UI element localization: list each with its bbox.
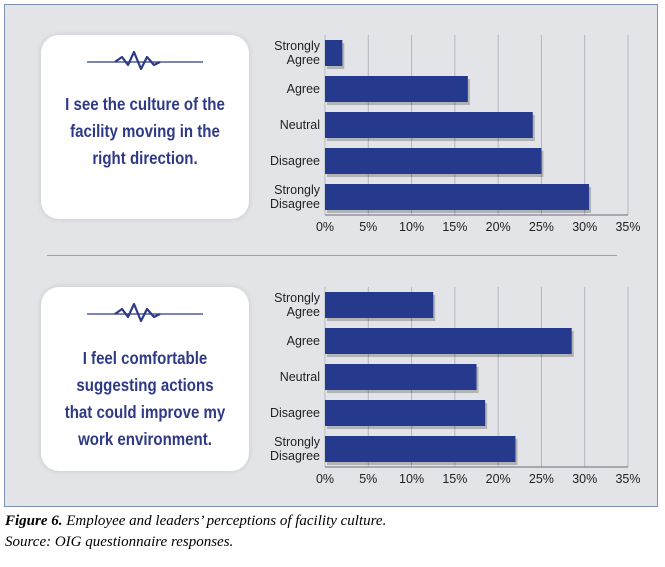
- statement-card-1: I see the culture of the facility moving…: [41, 35, 249, 219]
- bar: [325, 148, 542, 174]
- x-tick-label: 25%: [529, 472, 554, 486]
- bar-chart-2: 0% 5% 10% 15% 20% 25% 30% 35% Strongly Agree Agree…: [270, 287, 641, 486]
- bar: [325, 400, 486, 426]
- category-label: Strongly Disagree: [270, 183, 321, 211]
- bar: [325, 184, 590, 210]
- caption-text: Employee and leaders’ perceptions of fac…: [62, 513, 387, 529]
- x-tick-label: 10%: [399, 472, 424, 486]
- bar: [325, 112, 533, 138]
- section-divider: [47, 255, 617, 256]
- caption-label: Figure 6.: [5, 513, 63, 529]
- bar: [325, 436, 516, 462]
- bar: [325, 40, 343, 66]
- statement-text: I see the culture of the facility moving…: [65, 94, 225, 168]
- x-tick-label: 5%: [359, 220, 377, 234]
- x-tick-label: 0%: [316, 220, 334, 234]
- bar: [325, 328, 572, 354]
- x-tick-label: 0%: [316, 472, 334, 486]
- category-label: Neutral: [280, 118, 320, 132]
- category-label: Agree: [287, 334, 320, 348]
- x-tick-label: 15%: [442, 220, 467, 234]
- x-tick-label: 35%: [615, 472, 640, 486]
- statement-text: I feel comfortable suggesting actions th…: [64, 348, 226, 449]
- heartbeat-line-icon: [87, 302, 203, 323]
- figure-caption: Figure 6. Employee and leaders’ percepti…: [5, 511, 386, 553]
- category-label: Agree: [287, 82, 320, 96]
- caption-line: Figure 6. Employee and leaders’ percepti…: [5, 511, 386, 532]
- bar: [325, 76, 468, 102]
- x-tick-label: 5%: [359, 472, 377, 486]
- x-tick-label: 25%: [529, 220, 554, 234]
- bar: [325, 292, 434, 318]
- x-tick-label: 20%: [486, 220, 511, 234]
- bar: [325, 364, 477, 390]
- x-tick-label: 35%: [615, 220, 640, 234]
- figure-panel: I see the culture of the facility moving…: [4, 4, 658, 507]
- x-tick-label: 20%: [486, 472, 511, 486]
- category-label: Strongly Disagree: [270, 435, 321, 463]
- x-tick-label: 15%: [442, 472, 467, 486]
- category-label: Strongly Agree: [274, 291, 321, 319]
- x-tick-label: 30%: [572, 472, 597, 486]
- category-label: Neutral: [280, 370, 320, 384]
- category-label: Disagree: [270, 154, 320, 168]
- x-tick-label: 30%: [572, 220, 597, 234]
- bar-chart-1: 0% 5% 10% 15% 20% 25% 30% 35% Strongly Agree Agree…: [270, 35, 641, 234]
- category-label: Strongly Agree: [274, 39, 321, 67]
- category-label: Disagree: [270, 406, 320, 420]
- heartbeat-line-icon: [87, 50, 203, 71]
- x-tick-label: 10%: [399, 220, 424, 234]
- caption-source: Source: OIG questionnaire responses.: [5, 534, 234, 550]
- statement-card-2: I feel comfortable suggesting actions th…: [41, 287, 249, 471]
